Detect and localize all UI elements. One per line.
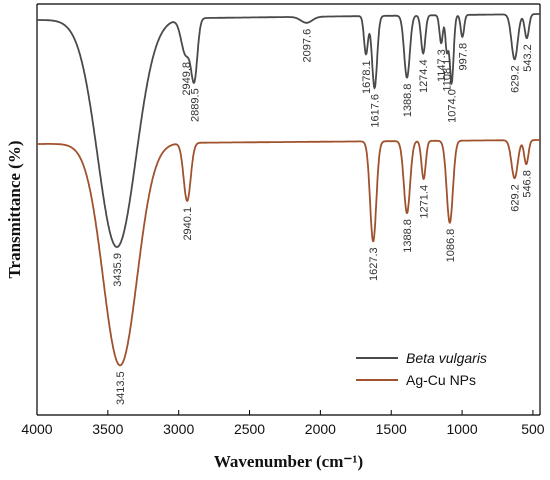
plot-frame: [36, 3, 541, 416]
series-line-2: [37, 139, 540, 367]
peak-label: 546.8: [521, 170, 533, 198]
x-tick-label: 4000: [21, 421, 52, 437]
x-tick-label: 3000: [163, 421, 194, 437]
peak-label: 1274.4: [418, 59, 430, 93]
peak-label: 1147.3: [436, 49, 448, 82]
peak-label: 2889.5: [189, 88, 201, 122]
x-tick-label: 2000: [305, 421, 336, 437]
series-line-1: [37, 13, 540, 248]
x-tick-label: 1500: [376, 421, 407, 437]
x-tick-label: 3500: [92, 421, 123, 437]
peak-label: 3435.9: [112, 253, 124, 287]
peak-label: 1086.8: [445, 229, 457, 263]
peak-label: 1627.3: [368, 247, 380, 281]
peak-label: 1108.1: [442, 59, 454, 92]
peak-label: 1388.8: [402, 84, 414, 118]
peak-label: 2949.8: [181, 62, 193, 96]
peak-label: 1074.0: [447, 89, 459, 123]
x-axis-title: Wavenumber (cm⁻¹): [214, 452, 363, 471]
x-axis-ticks: 4000 3500 3000 2500 2000 1500 1000 500: [21, 410, 545, 437]
legend: Beta vulgaris Ag-Cu NPs: [356, 350, 487, 388]
peak-label: 1388.8: [402, 219, 414, 253]
legend-label: Ag-Cu NPs: [406, 372, 476, 388]
x-tick-label: 500: [521, 421, 545, 437]
peak-label: 1271.4: [419, 185, 431, 219]
peak-label: 1617.6: [370, 94, 382, 128]
peak-label: 3413.5: [115, 371, 127, 405]
x-tick-label: 2500: [234, 421, 265, 437]
peak-label: 543.2: [522, 44, 534, 72]
peak-label: 629.2: [510, 65, 522, 93]
legend-label: Beta vulgaris: [406, 350, 487, 366]
x-tick-label: 1000: [446, 421, 477, 437]
peak-label: 1678.1: [361, 60, 373, 94]
peak-label: 997.8: [457, 43, 469, 71]
y-axis-title: Transmittance (%): [5, 140, 24, 278]
peak-label: 629.2: [510, 184, 522, 212]
peak-label: 2097.6: [302, 29, 314, 63]
peak-label: 2940.1: [182, 207, 194, 241]
spectra: [37, 13, 540, 367]
